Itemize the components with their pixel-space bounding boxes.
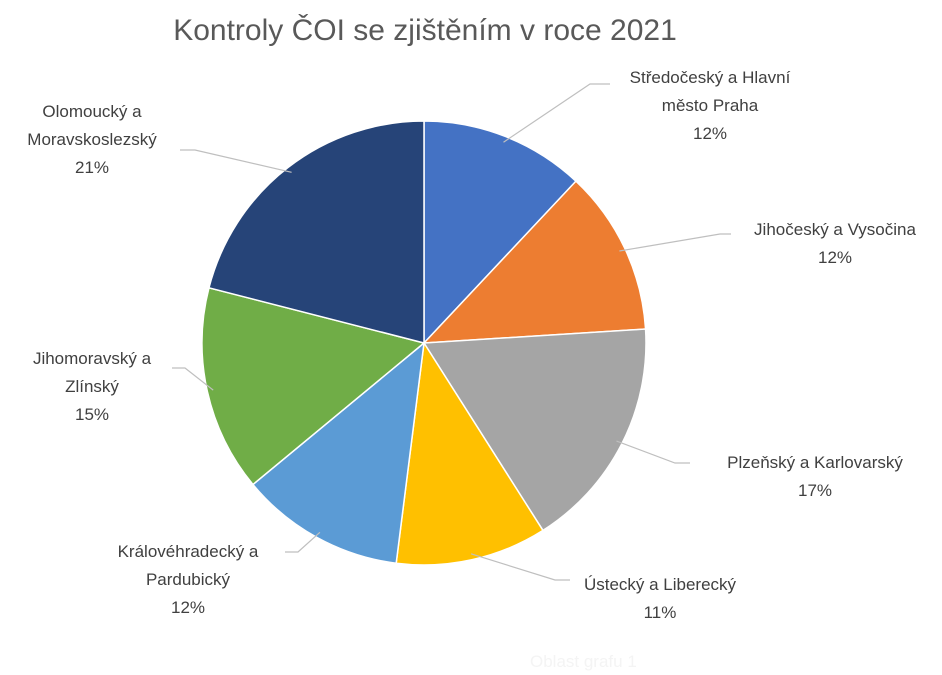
chart-title: Kontroly ČOI se zjištěním v roce 2021 bbox=[173, 13, 677, 47]
slice-label-jihocesky-a-vysocina: Jihočeský a Vysočina 12% bbox=[754, 220, 916, 267]
chart-area-label: Oblast grafu 1 bbox=[530, 652, 637, 671]
pie-slice-plzensky-a-karlovarsky bbox=[422, 328, 647, 532]
slice-label-line: Královéhradecký a bbox=[118, 542, 259, 561]
slice-label-line: Plzeňský a Karlovarský bbox=[727, 453, 903, 472]
slice-label-line: Středočeský a Hlavní bbox=[630, 68, 791, 87]
slice-label-line: Ústecký a Liberecký bbox=[584, 575, 737, 594]
slice-label-olomoucky-a-moravskoslezsky: Olomoucký a Moravskoslezský 21% bbox=[27, 102, 157, 177]
leader-line-ustecky-a-liberecky bbox=[470, 553, 570, 581]
leader-line-plzensky-a-karlovarsky bbox=[616, 440, 690, 464]
pie-slice-kralovehradecky-a-pardubicky bbox=[251, 341, 425, 565]
pie-slice-ustecky-a-liberecky bbox=[395, 340, 544, 566]
pie-slices bbox=[201, 120, 647, 566]
slice-label-jihomoravsky-a-zlinsky: Jihomoravský a Zlínský 15% bbox=[33, 349, 152, 424]
slice-value-label: 21% bbox=[75, 158, 109, 177]
slice-label-line: Olomoucký a bbox=[42, 102, 142, 121]
slice-value-label: 12% bbox=[818, 248, 852, 267]
slice-label-plzensky-a-karlovarsky: Plzeňský a Karlovarský 17% bbox=[727, 453, 903, 500]
slice-value-label: 15% bbox=[75, 405, 109, 424]
leader-line-jihocesky-a-vysocina bbox=[619, 233, 731, 252]
pie-slice-jihocesky-a-vysocina bbox=[422, 180, 647, 344]
slice-label-ustecky-a-liberecky: Ústecký a Liberecký 11% bbox=[584, 575, 737, 622]
slice-label-line: Zlínský bbox=[65, 377, 119, 396]
slice-label-line: Pardubický bbox=[146, 570, 231, 589]
leader-line-jihomoravsky-a-zlinsky bbox=[172, 367, 214, 391]
slice-labels: Středočeský a Hlavní město Praha 12%Jihoče… bbox=[27, 68, 916, 622]
slice-label-kralovehradecky-a-pardubicky: Královéhradecký a Pardubický 12% bbox=[118, 542, 259, 617]
slice-value-label: 11% bbox=[644, 603, 677, 622]
slice-label-line: Jihomoravský a bbox=[33, 349, 152, 368]
leader-line-olomoucky-a-moravskoslezsky bbox=[180, 149, 292, 173]
leader-line-kralovehradecky-a-pardubicky bbox=[285, 531, 321, 553]
slice-label-stredocesky-a-hlavni-mesto-praha: Středočeský a Hlavní město Praha 12% bbox=[630, 68, 791, 143]
slice-label-line: město Praha bbox=[662, 96, 759, 115]
leader-line-stredocesky-a-hlavni-mesto-praha bbox=[503, 83, 610, 143]
slice-label-line: Jihočeský a Vysočina bbox=[754, 220, 916, 239]
leader-lines bbox=[172, 83, 731, 581]
slice-label-line: Moravskoslezský bbox=[27, 130, 157, 149]
pie-slice-olomoucky-a-moravskoslezsky bbox=[208, 120, 425, 344]
pie-slice-jihomoravsky-a-zlinsky bbox=[201, 286, 426, 486]
slice-value-label: 12% bbox=[171, 598, 205, 617]
slice-value-label: 17% bbox=[798, 481, 832, 500]
slice-value-label: 12% bbox=[693, 124, 727, 143]
pie-slice-stredocesky-a-hlavni-mesto-praha bbox=[423, 120, 578, 345]
